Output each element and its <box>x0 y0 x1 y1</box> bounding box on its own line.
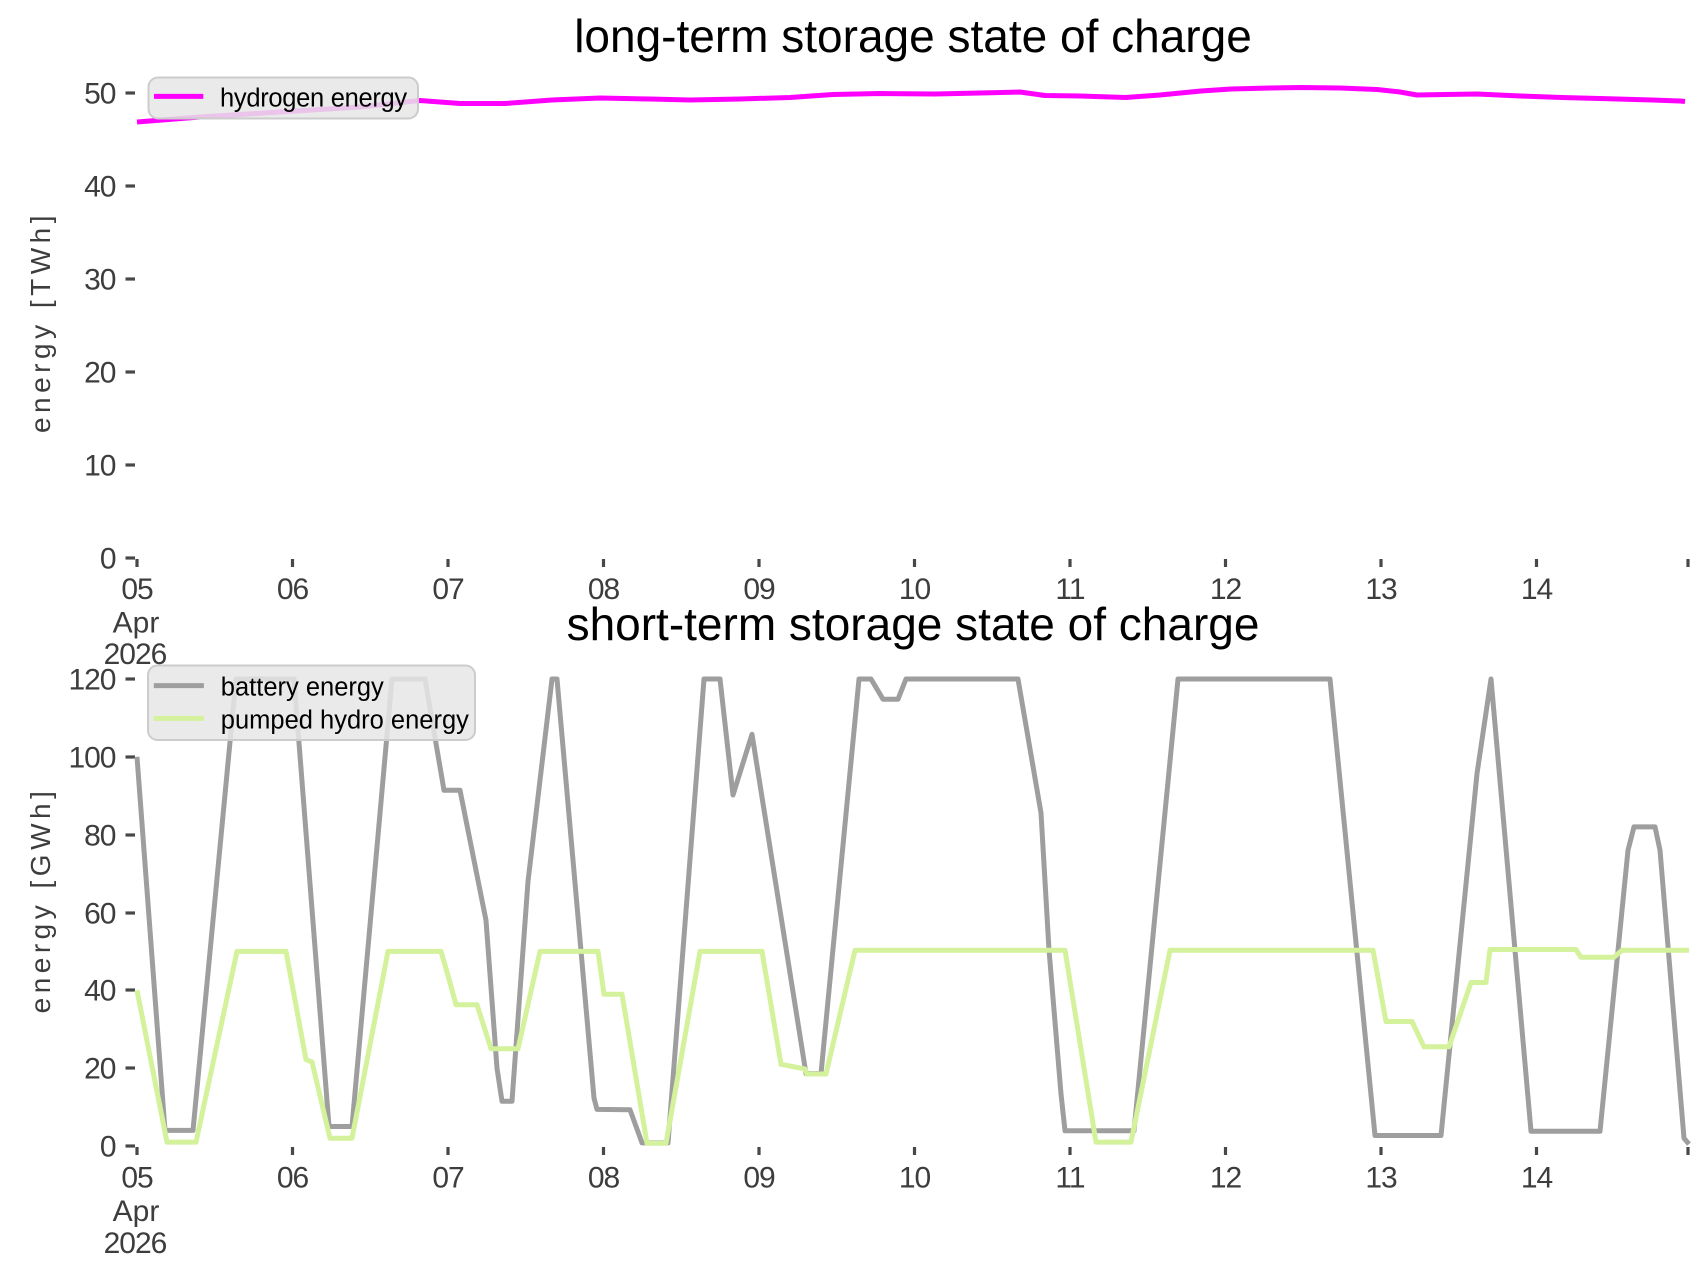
svg-text:0: 0 <box>100 1131 116 1164</box>
svg-text:12: 12 <box>1210 573 1242 606</box>
svg-text:40: 40 <box>84 171 116 204</box>
svg-text:05: 05 <box>121 1162 153 1195</box>
svg-text:12: 12 <box>1210 1162 1242 1195</box>
svg-text:20: 20 <box>84 1053 116 1086</box>
svg-text:13: 13 <box>1365 1162 1397 1195</box>
svg-text:13: 13 <box>1365 573 1397 606</box>
svg-text:short-term storage state of ch: short-term storage state of charge <box>567 598 1260 650</box>
svg-text:06: 06 <box>277 573 309 606</box>
svg-text:10: 10 <box>899 1162 931 1195</box>
svg-text:60: 60 <box>84 898 116 931</box>
svg-text:07: 07 <box>432 1162 464 1195</box>
svg-text:100: 100 <box>68 742 115 775</box>
svg-text:30: 30 <box>84 264 116 297</box>
svg-text:40: 40 <box>84 975 116 1008</box>
svg-text:07: 07 <box>432 573 464 606</box>
svg-text:battery energy: battery energy <box>221 674 384 702</box>
svg-text:0: 0 <box>100 543 116 576</box>
svg-text:06: 06 <box>277 1162 309 1195</box>
svg-text:08: 08 <box>588 1162 620 1195</box>
svg-text:11: 11 <box>1055 1162 1084 1195</box>
svg-text:Apr: Apr <box>113 607 160 640</box>
svg-text:10: 10 <box>84 450 116 483</box>
svg-text:2026: 2026 <box>104 1227 167 1260</box>
svg-text:energy [GWh]: energy [GWh] <box>25 787 56 1014</box>
svg-text:14: 14 <box>1521 573 1553 606</box>
svg-text:09: 09 <box>743 1162 775 1195</box>
svg-text:20: 20 <box>84 357 116 390</box>
svg-text:50: 50 <box>84 78 116 111</box>
svg-text:Apr: Apr <box>113 1195 160 1228</box>
svg-text:14: 14 <box>1521 1162 1553 1195</box>
svg-text:80: 80 <box>84 820 116 853</box>
svg-text:long-term storage state of cha: long-term storage state of charge <box>574 10 1252 62</box>
svg-text:10: 10 <box>899 573 931 606</box>
svg-text:pumped hydro energy: pumped hydro energy <box>221 706 469 734</box>
svg-text:05: 05 <box>121 573 153 606</box>
svg-text:energy [TWh]: energy [TWh] <box>25 211 56 433</box>
svg-text:hydrogen energy: hydrogen energy <box>220 84 407 112</box>
svg-text:08: 08 <box>588 573 620 606</box>
svg-text:120: 120 <box>68 664 115 697</box>
svg-text:09: 09 <box>743 573 775 606</box>
svg-text:11: 11 <box>1055 573 1084 606</box>
